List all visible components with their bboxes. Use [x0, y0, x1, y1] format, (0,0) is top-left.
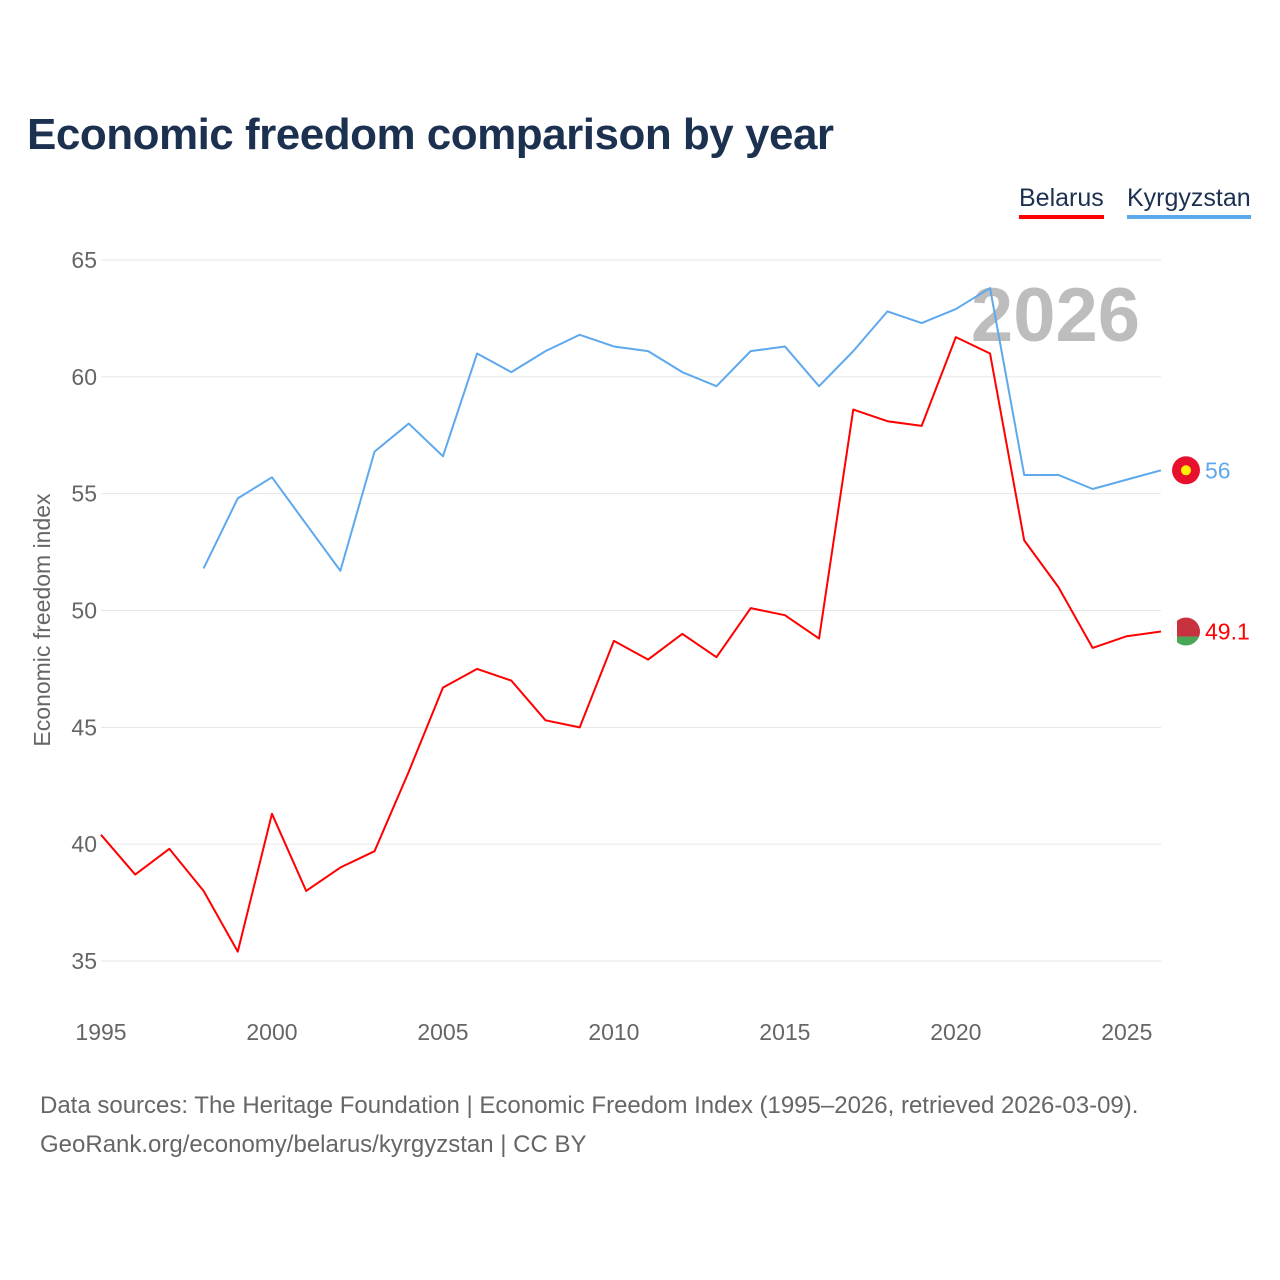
kyrgyzstan-flag-icon: [1181, 465, 1191, 476]
series-line-kyrgyzstan: [202, 287, 1162, 572]
belarus-flag-icon: [1172, 636, 1200, 646]
x-tick-label: 2015: [759, 1019, 810, 1045]
year-watermark: 2026: [971, 273, 1140, 358]
series-line-belarus: [100, 336, 1162, 953]
belarus-flag-icon: [1172, 617, 1200, 637]
x-tick-label: 2000: [246, 1019, 297, 1045]
y-tick-label: 40: [71, 831, 97, 857]
belarus-flag-icon: [1172, 617, 1177, 646]
line-chart: 2026 35 40 45 50 55 60 65 1995 2000 2005 2010 2015 20…: [29, 247, 1250, 1045]
x-tick-label: 2025: [1101, 1019, 1152, 1045]
y-tick-label: 55: [71, 481, 97, 507]
end-value-label: 56: [1205, 457, 1231, 483]
y-tick-label: 60: [71, 364, 97, 390]
x-tick-label: 2020: [930, 1019, 981, 1045]
footer: Data sources: The Heritage Foundation | …: [40, 1086, 1138, 1164]
data-source-text: Data sources: The Heritage Foundation | …: [40, 1092, 1139, 1119]
end-value-label: 49.1: [1205, 619, 1250, 645]
source-link[interactable]: GeoRank.org/economy/belarus/kyrgyzstan |…: [40, 1131, 587, 1158]
x-tick-label: 1995: [75, 1019, 126, 1045]
x-tick-label: 2005: [417, 1019, 468, 1045]
y-tick-label: 50: [71, 598, 97, 624]
x-tick-label: 2010: [588, 1019, 639, 1045]
y-tick-label: 65: [71, 247, 97, 273]
chart-title: Economic freedom comparison by year: [27, 110, 834, 159]
legend-kyrgyzstan[interactable]: Kyrgyzstan: [1127, 184, 1251, 219]
y-axis-label: Economic freedom index: [29, 493, 55, 747]
y-tick-label: 35: [71, 948, 97, 974]
legend-belarus[interactable]: Belarus: [1019, 184, 1104, 219]
y-tick-label: 45: [71, 714, 97, 740]
